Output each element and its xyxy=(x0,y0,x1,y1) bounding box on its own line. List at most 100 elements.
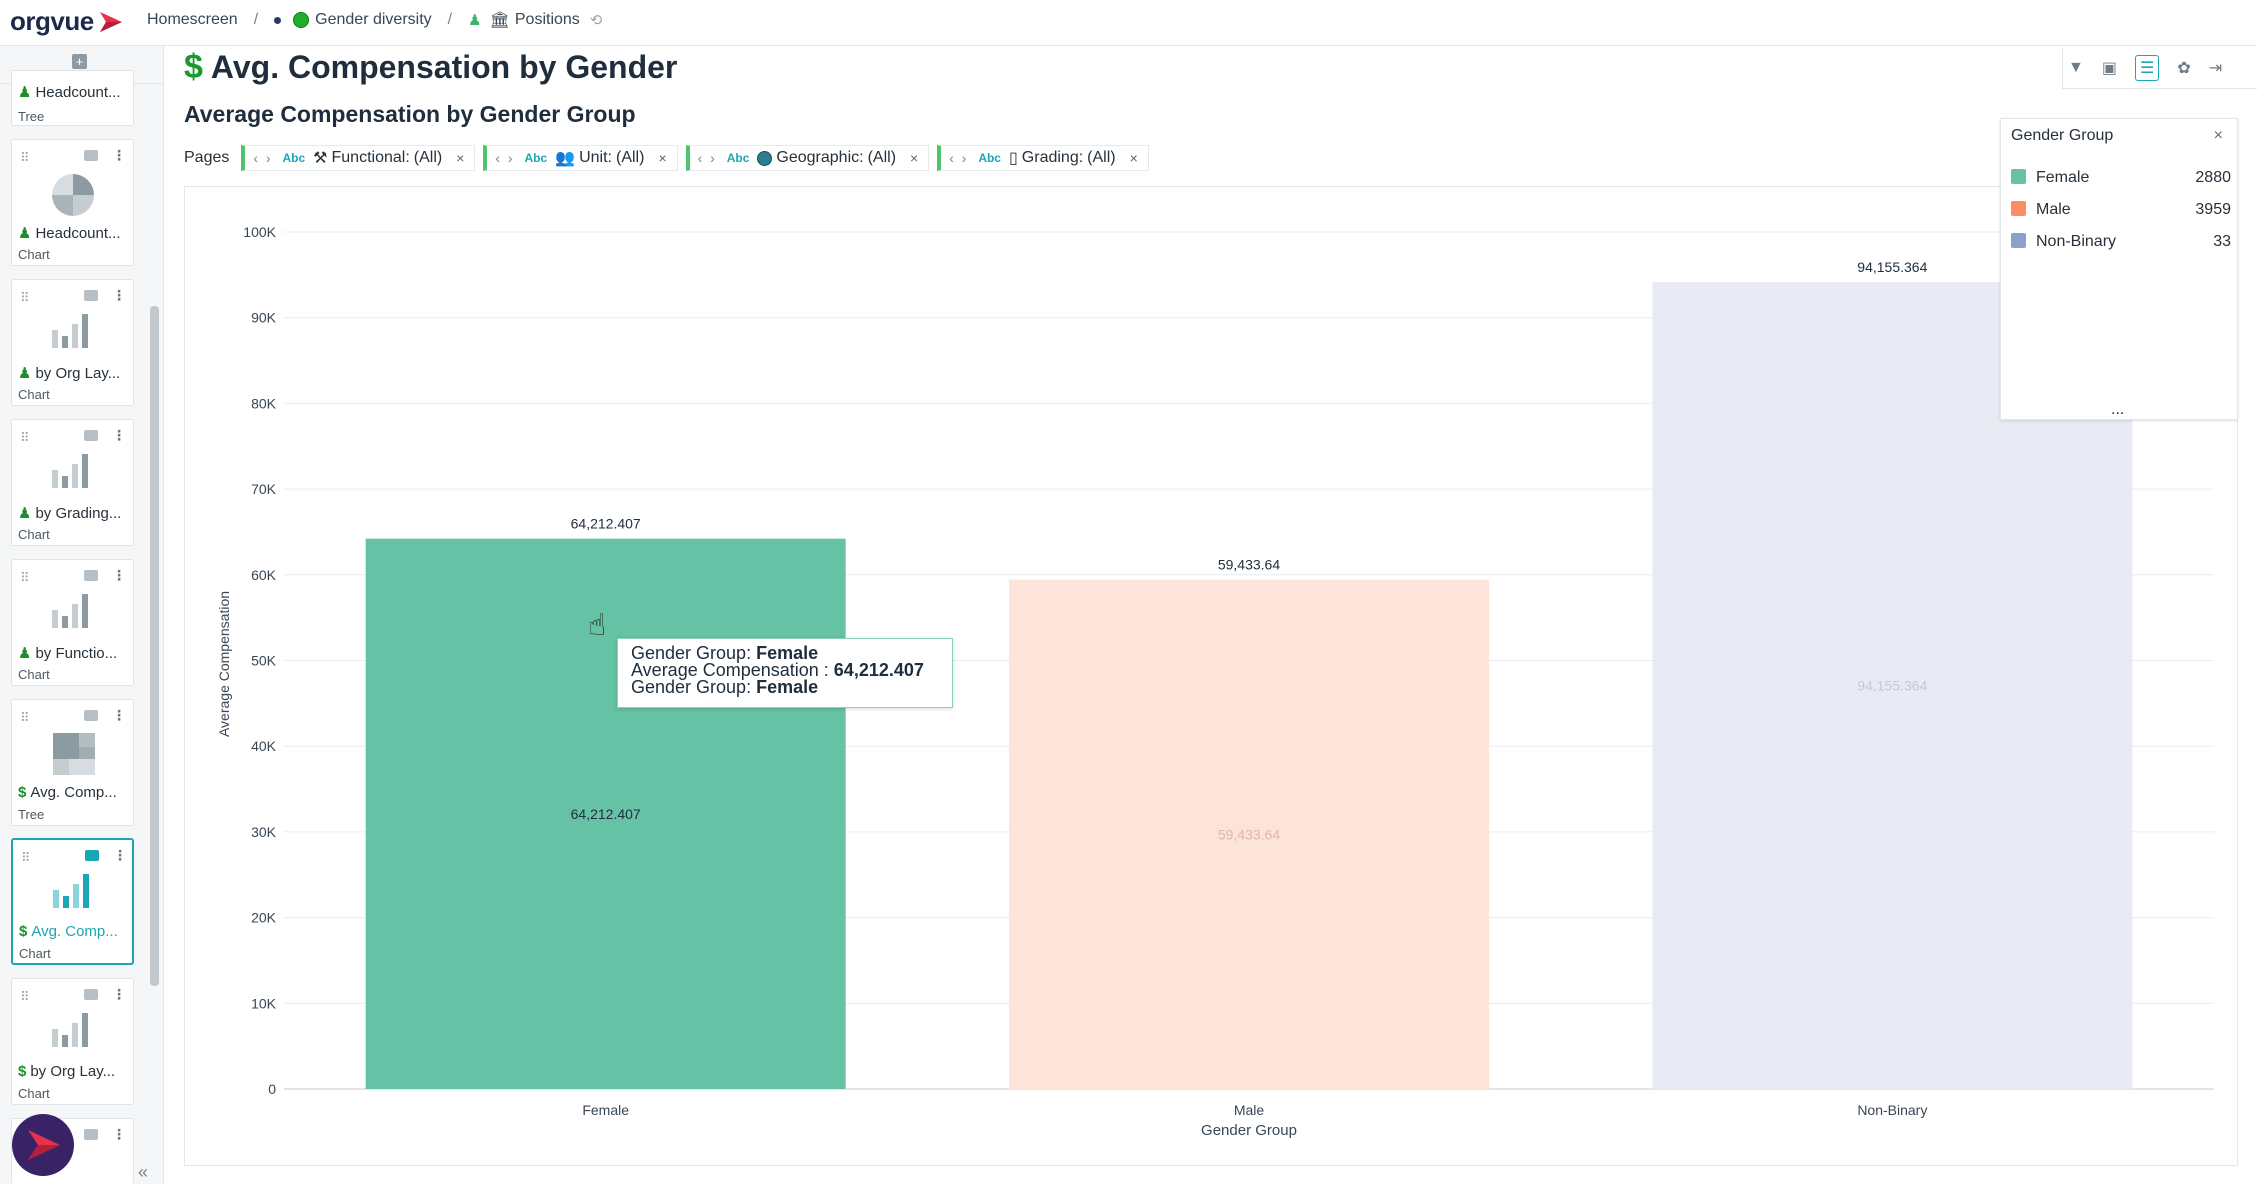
breadcrumb-positions[interactable]: Positions xyxy=(514,11,580,28)
card-name: Avg. Comp... xyxy=(31,923,118,940)
logo-mark-icon xyxy=(28,1130,60,1160)
drag-handle-icon[interactable]: ⠿ xyxy=(20,290,29,305)
chevron-left-right-icon[interactable]: ‹ › xyxy=(697,150,715,166)
bar-male[interactable] xyxy=(1009,579,1489,1089)
tooltip-line: Gender Group: Female xyxy=(631,643,819,663)
filter-name: Functional: xyxy=(331,149,410,166)
add-icon[interactable]: + xyxy=(72,54,87,69)
legend-list-icon[interactable]: ☰ xyxy=(2134,55,2160,81)
breadcrumb-homescreen[interactable]: Homescreen xyxy=(147,11,238,28)
sidebar-card-grading-chart[interactable]: ⠿ ⋮ ♟ by Grading... Chart xyxy=(11,419,134,546)
window-icon[interactable] xyxy=(84,989,98,1000)
pages-label: Pages xyxy=(184,149,230,166)
close-icon[interactable]: × xyxy=(2213,127,2223,144)
filter-chip-unit[interactable]: ‹ › Abc 👥 Unit: (All) × xyxy=(483,145,678,171)
window-icon[interactable] xyxy=(84,710,98,721)
y-tick-label: 10K xyxy=(251,995,277,1011)
breadcrumb-gender-diversity[interactable]: Gender diversity xyxy=(315,11,432,28)
legend-item-female[interactable]: Female 2880 xyxy=(2011,169,2231,187)
window-icon[interactable] xyxy=(84,290,98,301)
window-icon[interactable]: ▣ xyxy=(2101,60,2117,77)
drag-handle-icon[interactable]: ⠿ xyxy=(20,150,29,165)
y-tick-label: 0 xyxy=(268,1081,276,1097)
breadcrumb: Homescreen / Gender diversity / ♟ 🏛 Posi… xyxy=(147,10,602,30)
more-icon[interactable]: ⋮ xyxy=(112,147,126,163)
tooltip-line: Average Compensation : 64,212.407 xyxy=(631,660,924,680)
card-type: Tree xyxy=(18,109,45,124)
more-icon[interactable]: ⋮ xyxy=(112,287,126,303)
view-toolbar: ▼ ▣ ☰ ✿ ⇥ xyxy=(2068,48,2240,88)
person-icon: ♟ xyxy=(18,225,32,242)
drag-handle-icon[interactable]: ⠿ xyxy=(20,570,29,585)
sidebar-card-org-layer-chart[interactable]: ⠿ ⋮ ♟ by Org Lay... Chart xyxy=(11,279,134,406)
bar-chart-icon xyxy=(52,588,96,628)
legend-more[interactable]: ... xyxy=(2111,401,2125,418)
window-icon[interactable] xyxy=(84,570,98,581)
bar-female[interactable] xyxy=(365,538,846,1089)
filter-name: Unit: xyxy=(579,149,612,166)
inner-data-label: 59,433.64 xyxy=(1218,826,1280,842)
card-name: Headcount... xyxy=(35,225,121,242)
y-tick-label: 60K xyxy=(251,567,277,583)
refresh-icon[interactable]: ⟲ xyxy=(589,12,603,29)
data-label: 59,433.64 xyxy=(1218,557,1280,573)
drag-handle-icon[interactable]: ⠿ xyxy=(20,710,29,725)
close-icon[interactable]: × xyxy=(456,150,465,166)
legend-item-male[interactable]: Male 3959 xyxy=(2011,201,2231,219)
close-icon[interactable]: × xyxy=(910,150,919,166)
inner-data-label: 94,155.364 xyxy=(1857,678,1927,694)
dot-icon xyxy=(274,16,282,24)
logo-text: orgvue xyxy=(10,6,94,36)
window-icon[interactable] xyxy=(85,850,99,861)
export-icon[interactable]: ⇥ xyxy=(2208,60,2223,77)
window-icon[interactable] xyxy=(84,430,98,441)
sidebar-card-headcount-chart[interactable]: ⠿ ⋮ ♟ Headcount... Chart xyxy=(11,139,134,266)
more-icon[interactable]: ⋮ xyxy=(112,707,126,723)
more-icon[interactable]: ⋮ xyxy=(112,567,126,583)
x-axis-label: Gender Group xyxy=(1201,1122,1297,1139)
chevron-left-right-icon[interactable]: ‹ › xyxy=(949,150,967,166)
x-tick-label: Non-Binary xyxy=(1857,1102,1927,1118)
window-icon[interactable] xyxy=(84,150,98,161)
globe-icon xyxy=(293,12,310,28)
legend-item-non-binary[interactable]: Non-Binary 33 xyxy=(2011,233,2231,251)
globe-icon xyxy=(757,150,773,166)
sidebar-scrollbar[interactable] xyxy=(150,306,159,986)
sidebar-card-headcount-tree[interactable]: ♟ Headcount... Tree xyxy=(11,70,134,126)
more-icon[interactable]: ⋮ xyxy=(112,427,126,443)
chevron-left-right-icon[interactable]: ‹ › xyxy=(253,150,271,166)
more-icon[interactable]: ⋮ xyxy=(113,847,127,863)
filter-chip-geographic[interactable]: ‹ › Abc Geographic: (All) × xyxy=(685,145,930,171)
filter-icon[interactable]: ▼ xyxy=(2068,59,2084,76)
assistant-avatar[interactable] xyxy=(12,1114,74,1176)
collapse-sidebar-icon[interactable]: « xyxy=(138,1162,149,1182)
filter-chip-grading[interactable]: ‹ › Abc ▯ Grading: (All) × xyxy=(937,145,1149,171)
sidebar-card-org-layer-chart-2[interactable]: ⠿ ⋮ $ by Org Lay... Chart xyxy=(11,978,134,1105)
drag-handle-icon[interactable]: ⠿ xyxy=(21,850,30,865)
more-icon[interactable]: ⋮ xyxy=(112,1126,126,1142)
people-icon: 👥 xyxy=(555,150,576,167)
hand-cursor-icon: ☝ xyxy=(588,609,607,642)
orgvue-logo[interactable]: orgvue xyxy=(10,6,126,37)
window-icon[interactable] xyxy=(84,1129,98,1140)
legend-swatch xyxy=(2011,169,2026,184)
filter-chip-functional[interactable]: ‹ › Abc ⚒ Functional: (All) × xyxy=(241,145,476,171)
close-icon[interactable]: × xyxy=(1129,150,1138,166)
sidebar-card-avg-comp-chart[interactable]: ⠿ ⋮ $ Avg. Comp... Chart xyxy=(11,838,134,965)
legend-label: Female xyxy=(2036,169,2090,186)
y-tick-label: 70K xyxy=(251,481,277,497)
palette-icon[interactable]: ✿ xyxy=(2177,60,2191,77)
sidebar-card-avg-comp-tree[interactable]: ⠿ ⋮ $ Avg. Comp... Tree xyxy=(11,699,134,826)
drag-handle-icon[interactable]: ⠿ xyxy=(20,989,29,1004)
breadcrumb-separator: / xyxy=(447,11,453,28)
chevron-left-right-icon[interactable]: ‹ › xyxy=(495,150,513,166)
drag-handle-icon[interactable]: ⠿ xyxy=(20,430,29,445)
data-label: 64,212.407 xyxy=(571,516,641,532)
person-icon: ♟ xyxy=(468,12,482,29)
more-icon[interactable]: ⋮ xyxy=(112,986,126,1002)
breadcrumb-separator: / xyxy=(253,11,259,28)
ladder-icon: ▯ xyxy=(1008,150,1018,167)
card-name: by Functio... xyxy=(35,645,118,662)
sidebar-card-function-chart[interactable]: ⠿ ⋮ ♟ by Functio... Chart xyxy=(11,559,134,686)
close-icon[interactable]: × xyxy=(658,150,667,166)
